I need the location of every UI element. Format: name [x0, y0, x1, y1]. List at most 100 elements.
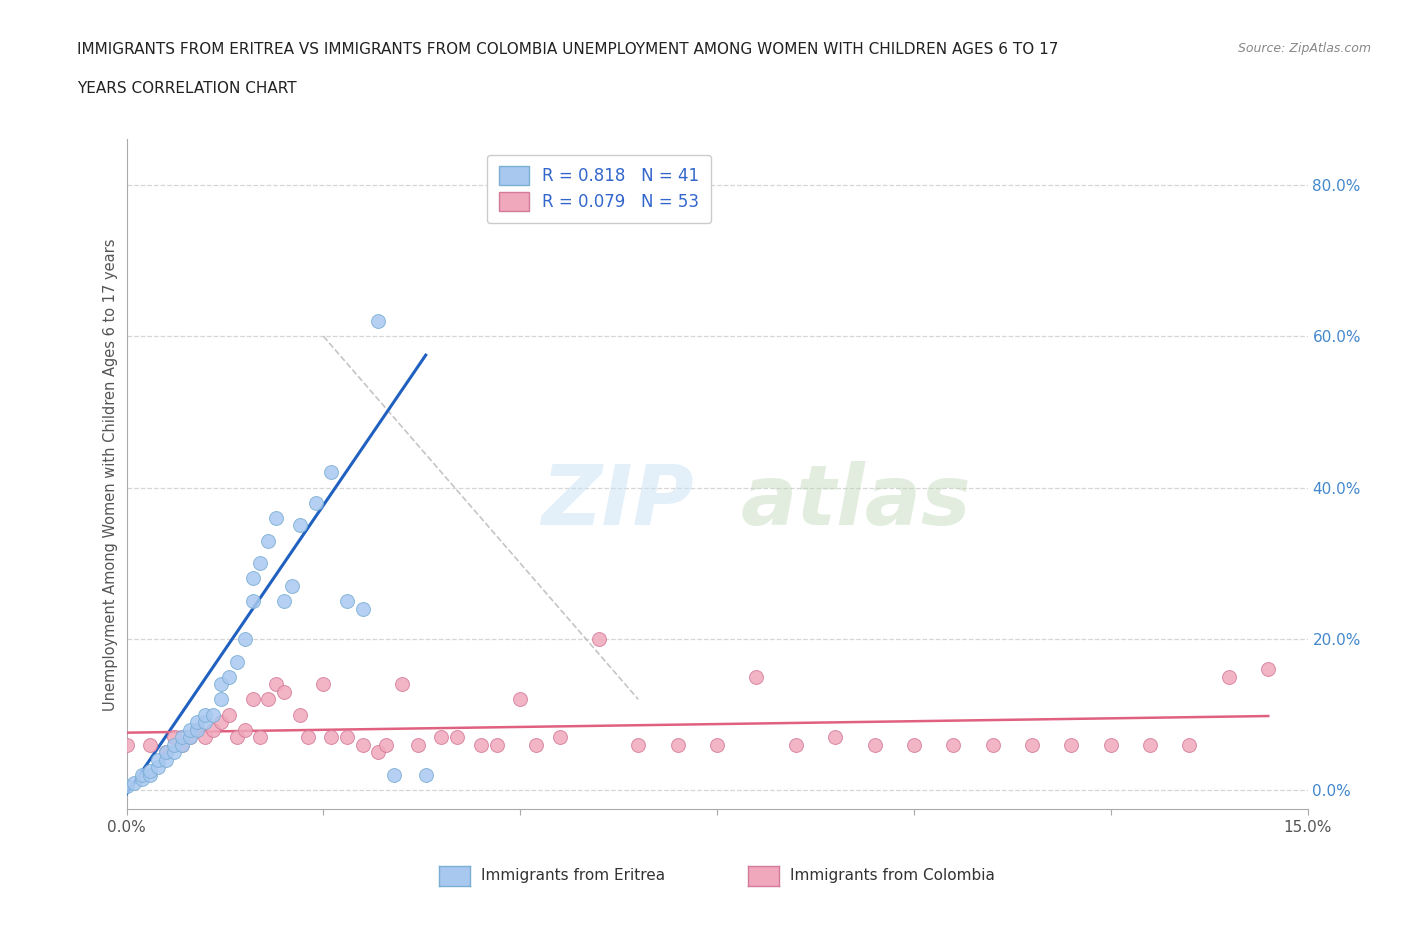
Point [1099, 737, 1122, 752]
Point [312, 677, 335, 692]
Point [146, 760, 169, 775]
Text: Source: ZipAtlas.com: Source: ZipAtlas.com [1237, 42, 1371, 55]
Point [745, 670, 768, 684]
Point [242, 692, 264, 707]
Point [257, 692, 280, 707]
Point [785, 737, 807, 752]
Point [666, 737, 689, 752]
Point [382, 767, 405, 782]
Point [1021, 737, 1043, 752]
Point [367, 745, 389, 760]
Point [233, 631, 256, 646]
Point [304, 496, 326, 511]
Point [257, 533, 280, 548]
Point [273, 593, 295, 608]
Point [194, 707, 217, 722]
Point [209, 677, 232, 692]
Text: YEARS CORRELATION CHART: YEARS CORRELATION CHART [77, 81, 297, 96]
Point [981, 737, 1004, 752]
Point [288, 707, 311, 722]
Point [179, 730, 201, 745]
Point [273, 684, 295, 699]
Y-axis label: Unemployment Among Women with Children Ages 6 to 17 years: Unemployment Among Women with Children A… [103, 238, 118, 711]
Point [170, 737, 193, 752]
Point [249, 730, 271, 745]
Point [202, 723, 225, 737]
Point [139, 764, 162, 778]
Point [264, 511, 287, 525]
Point [186, 723, 208, 737]
Point [1257, 661, 1279, 676]
Point [1178, 737, 1201, 752]
Point [264, 677, 287, 692]
Point [470, 737, 492, 752]
Point [209, 692, 232, 707]
Point [146, 752, 169, 767]
Point [194, 714, 217, 729]
Point [131, 767, 153, 782]
Text: Immigrants from Eritrea: Immigrants from Eritrea [481, 868, 665, 883]
Point [367, 313, 389, 328]
Point [406, 737, 429, 752]
Point [903, 737, 925, 752]
Point [321, 465, 343, 480]
Point [155, 745, 177, 760]
Point [942, 737, 965, 752]
Point [524, 737, 547, 752]
Point [336, 593, 359, 608]
Point [321, 730, 343, 745]
Point [194, 730, 217, 745]
Point [249, 556, 271, 571]
Point [170, 730, 193, 745]
Point [163, 730, 186, 745]
Point [288, 518, 311, 533]
Point [446, 730, 468, 745]
Point [415, 767, 437, 782]
Point [242, 593, 264, 608]
Point [233, 723, 256, 737]
Text: Immigrants from Colombia: Immigrants from Colombia [790, 868, 995, 883]
Point [242, 571, 264, 586]
Point [824, 730, 846, 745]
Point [186, 714, 208, 729]
Point [706, 737, 728, 752]
Point [186, 723, 208, 737]
Point [548, 730, 571, 745]
Point [375, 737, 398, 752]
Point [163, 737, 186, 752]
Point [218, 707, 240, 722]
Point [179, 723, 201, 737]
Point [139, 737, 162, 752]
Point [281, 578, 304, 593]
Point [155, 745, 177, 760]
Point [202, 707, 225, 722]
Point [430, 730, 453, 745]
Point [115, 779, 138, 794]
Point [509, 692, 531, 707]
Point [131, 771, 153, 786]
Point [179, 730, 201, 745]
Point [209, 714, 232, 729]
Point [139, 767, 162, 782]
Point [336, 730, 359, 745]
Point [352, 601, 374, 616]
Point [1060, 737, 1083, 752]
Point [163, 745, 186, 760]
Point [391, 677, 413, 692]
Point [225, 730, 247, 745]
Point [588, 631, 610, 646]
Point [170, 737, 193, 752]
Point [485, 737, 508, 752]
Point [115, 737, 138, 752]
Point [218, 670, 240, 684]
Point [225, 654, 247, 669]
Point [1218, 670, 1240, 684]
Legend: R = 0.818   N = 41, R = 0.079   N = 53: R = 0.818 N = 41, R = 0.079 N = 53 [486, 154, 711, 223]
Text: atlas: atlas [741, 460, 972, 541]
Point [1139, 737, 1161, 752]
Point [124, 776, 146, 790]
Point [155, 752, 177, 767]
Text: IMMIGRANTS FROM ERITREA VS IMMIGRANTS FROM COLOMBIA UNEMPLOYMENT AMONG WOMEN WIT: IMMIGRANTS FROM ERITREA VS IMMIGRANTS FR… [77, 42, 1059, 57]
Text: ZIP: ZIP [541, 460, 693, 541]
Point [352, 737, 374, 752]
